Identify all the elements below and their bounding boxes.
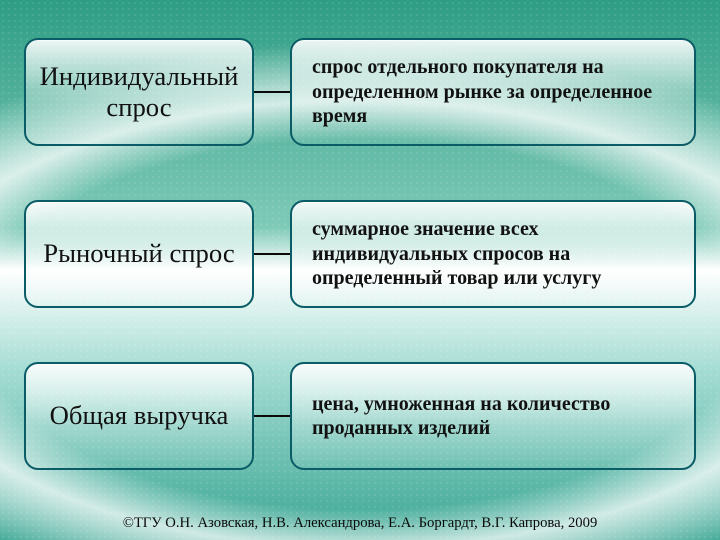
connector-line [254,253,290,255]
concept-row: Индивидуальный спрос спрос отдельного по… [24,38,696,146]
term-box: Индивидуальный спрос [24,38,254,146]
concept-row: Общая выручка цена, умноженная на количе… [24,362,696,470]
definition-box: суммарное значение всех индивидуальных с… [290,200,696,308]
term-text: Рыночный спрос [43,238,234,269]
definition-text: суммарное значение всех индивидуальных с… [312,217,676,290]
connector-line [254,415,290,417]
definition-box: спрос отдельного покупателя на определен… [290,38,696,146]
slide-content: Индивидуальный спрос спрос отдельного по… [0,0,720,540]
connector-line [254,91,290,93]
term-text: Индивидуальный спрос [36,61,242,124]
footer-text: ©ТГУ О.Н. Азовская, Н.В. Александрова, Е… [123,515,598,531]
footer-credit: ©ТГУ О.Н. Азовская, Н.В. Александрова, Е… [0,515,720,532]
term-text: Общая выручка [50,400,229,431]
definition-box: цена, умноженная на количество проданных… [290,362,696,470]
definition-text: цена, умноженная на количество проданных… [312,392,676,441]
definition-text: спрос отдельного покупателя на определен… [312,55,676,128]
term-box: Общая выручка [24,362,254,470]
term-box: Рыночный спрос [24,200,254,308]
concept-row: Рыночный спрос суммарное значение всех и… [24,200,696,308]
